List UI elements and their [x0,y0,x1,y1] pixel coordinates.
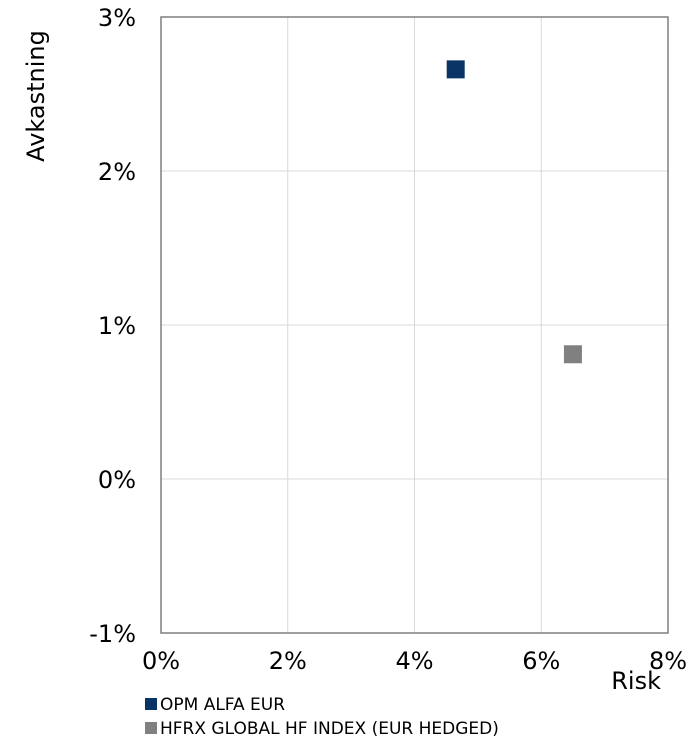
y-tick-label: 3% [98,4,136,32]
x-tick-label: 8% [649,647,687,675]
plot-area-frame [160,16,669,634]
data-points [446,60,582,364]
legend: OPM ALFA EUR HFRX GLOBAL HF INDEX (EUR HE… [145,695,499,739]
x-tick-label: 2% [269,647,307,675]
legend-marker [145,698,157,710]
data-point [446,60,465,79]
y-axis-title: Avkastning [22,30,50,162]
legend-label: HFRX GLOBAL HF INDEX (EUR HEDGED) [160,719,499,739]
x-axis-tick-labels: 0% 2% 4% 6% 8% [142,647,687,675]
y-axis-tick-labels: -1% 0% 1% 2% 3% [89,4,136,648]
x-tick-label: 0% [142,647,180,675]
x-axis-title: Risk [611,667,661,695]
legend-marker [145,722,157,734]
legend-label: OPM ALFA EUR [160,695,285,715]
y-tick-label: 2% [98,158,136,186]
y-tick-label: 1% [98,312,136,340]
data-point [563,345,582,364]
x-tick-label: 4% [395,647,433,675]
y-tick-label: -1% [89,620,136,648]
y-tick-label: 0% [98,466,136,494]
gridlines [161,17,668,633]
x-tick-label: 6% [522,647,560,675]
